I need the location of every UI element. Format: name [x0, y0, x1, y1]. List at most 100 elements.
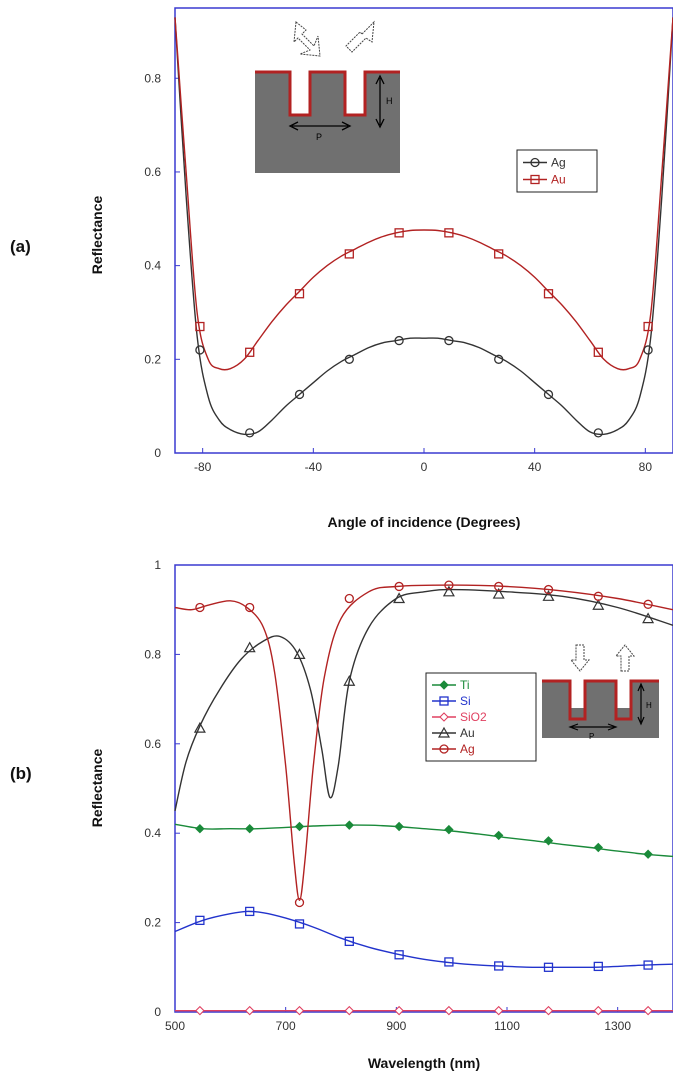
data-point-ag [294, 389, 305, 400]
data-point-au [642, 612, 655, 624]
x-tick-label: 500 [165, 1019, 185, 1033]
data-point-au [344, 249, 354, 259]
data-point-au [243, 641, 256, 653]
legend-marker-sio2 [439, 712, 449, 722]
legend-label-ti: Ti [460, 678, 470, 692]
legend-marker-ti [439, 680, 449, 690]
legend-label-si: Si [460, 694, 471, 708]
data-point-ag [494, 354, 504, 364]
inset-diagram-a: H P [255, 20, 400, 173]
data-point-au [394, 228, 404, 238]
data-point-au [643, 321, 653, 332]
y-tick-label: 0.2 [144, 352, 161, 366]
data-point-au [294, 289, 305, 299]
data-point-ag [494, 581, 504, 592]
y-tick-label: 1 [154, 558, 161, 572]
data-point-sio2 [493, 1005, 504, 1016]
data-point-au [343, 674, 356, 686]
y-tick-label: 0.6 [144, 737, 161, 751]
y-tick-label: 0 [154, 1005, 161, 1019]
x-tick-label: 700 [276, 1019, 296, 1033]
data-point-ag [593, 591, 603, 601]
y-tick-label: 0.4 [144, 259, 161, 273]
data-point-ti [444, 824, 454, 835]
x-tick-label: 0 [421, 460, 428, 474]
inset-label-h-b: H [646, 701, 652, 710]
data-point-au [592, 598, 605, 610]
data-point-au [444, 228, 454, 238]
data-point-sio2 [543, 1005, 554, 1016]
data-point-si [444, 957, 454, 967]
data-point-au [543, 289, 554, 299]
data-point-sio2 [294, 1005, 305, 1016]
data-point-sio2 [394, 1005, 404, 1016]
data-point-ag [543, 584, 554, 595]
data-point-si [245, 906, 255, 917]
data-point-au [442, 585, 455, 597]
data-point-au [195, 321, 205, 332]
data-point-sio2 [195, 1005, 205, 1016]
data-point-si [593, 961, 603, 972]
x-tick-label: 1300 [604, 1019, 631, 1033]
x-tick-label: -40 [305, 460, 323, 474]
data-point-ti [493, 830, 504, 841]
x-tick-label: 900 [386, 1019, 406, 1033]
x-axis-label-b: Wavelength (nm) [368, 1055, 480, 1071]
legend-marker-au [437, 726, 451, 738]
data-point-ag [344, 354, 354, 364]
data-point-sio2 [444, 1005, 454, 1016]
x-tick-label: 80 [639, 460, 653, 474]
inset-label-h-a: H [386, 96, 393, 106]
y-tick-label: 0.8 [144, 647, 161, 661]
data-point-ti [643, 849, 653, 859]
data-point-ti [394, 821, 404, 832]
data-point-sio2 [344, 1005, 355, 1016]
inset-label-p-b: P [589, 732, 594, 741]
data-point-ag [543, 389, 554, 400]
legend-box [516, 149, 598, 193]
legend-marker-ag [530, 157, 540, 168]
data-point-ti [543, 836, 554, 846]
data-point-si [294, 919, 305, 929]
data-point-ti [344, 820, 355, 830]
data-point-si [643, 960, 653, 970]
data-point-si [195, 915, 205, 926]
data-point-sio2 [244, 1005, 255, 1016]
inset-label-p-a: P [316, 132, 322, 142]
legend-marker-ag [439, 744, 449, 754]
y-tick-label: 0.8 [144, 71, 161, 85]
inset-diagram-b: H P [542, 644, 659, 741]
x-tick-label: 40 [528, 460, 542, 474]
y-axis-label-a: Reflectance [89, 195, 105, 274]
legend-a: Ag Au [516, 149, 598, 193]
data-point-si [543, 962, 554, 972]
data-point-ag [444, 335, 454, 346]
x-tick-label: 1100 [494, 1019, 520, 1033]
legend-marker-si [439, 696, 449, 706]
data-point-si [344, 936, 354, 947]
y-tick-label: 0.2 [144, 916, 161, 930]
data-point-ti [195, 824, 205, 834]
data-point-ag [195, 602, 205, 613]
data-point-au [245, 347, 255, 357]
series-line-ag [174, 584, 673, 902]
data-point-au [593, 347, 603, 357]
data-point-au [193, 721, 206, 733]
legend-label-ag: Ag [551, 156, 566, 170]
plot-frame-b [174, 564, 673, 1013]
data-point-sio2 [643, 1005, 653, 1016]
legend-b: Ti Si SiO2 Au Ag [425, 672, 537, 762]
data-point-ag [643, 599, 653, 609]
data-point-ag [394, 581, 404, 592]
series-line-au [174, 17, 673, 371]
legend-label-ag: Ag [460, 742, 475, 756]
series-line-ti [174, 823, 673, 858]
data-point-ag [394, 335, 404, 346]
series-line-si [174, 910, 673, 969]
chart-panel-a: (a) -80 -40 0 40 80 0 0.2 0.4 0.6 0.8 Reflectance… [10, 7, 673, 530]
data-point-au [293, 648, 306, 659]
data-point-ag [444, 580, 454, 590]
legend-label-au: Au [551, 173, 566, 187]
data-point-ag [294, 897, 305, 908]
